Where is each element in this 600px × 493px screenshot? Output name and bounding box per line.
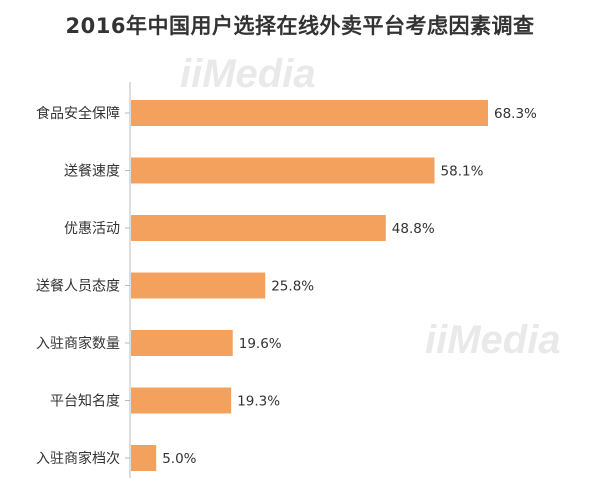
data-label: 19.6% — [239, 336, 282, 352]
data-label: 25.8% — [271, 279, 314, 295]
bar — [131, 157, 435, 184]
category-label: 入驻商家数量 — [36, 335, 120, 352]
data-label: 48.8% — [392, 221, 435, 237]
category-label: 送餐速度 — [64, 164, 120, 180]
category-label: 入驻商家档次 — [36, 450, 120, 467]
data-label: 5.0% — [162, 451, 196, 467]
watermark-bottom: iiMedia — [425, 318, 561, 362]
chart-title: 2016年中国用户选择在线外卖平台考虑因素调查 — [65, 14, 535, 38]
bar — [131, 272, 266, 299]
bar — [131, 387, 232, 414]
category-label: 食品安全保障 — [36, 105, 120, 122]
bar — [131, 100, 488, 126]
data-label: 58.1% — [441, 164, 484, 180]
category-label: 送餐人员态度 — [36, 279, 120, 295]
watermark-top: iiMedia — [180, 52, 316, 96]
category-label: 优惠活动 — [64, 221, 120, 237]
category-label: 平台知名度 — [50, 393, 120, 410]
bar — [131, 330, 233, 356]
data-label: 19.3% — [237, 394, 280, 410]
data-label: 68.3% — [494, 106, 537, 122]
bar — [131, 445, 157, 471]
bar — [131, 215, 386, 241]
